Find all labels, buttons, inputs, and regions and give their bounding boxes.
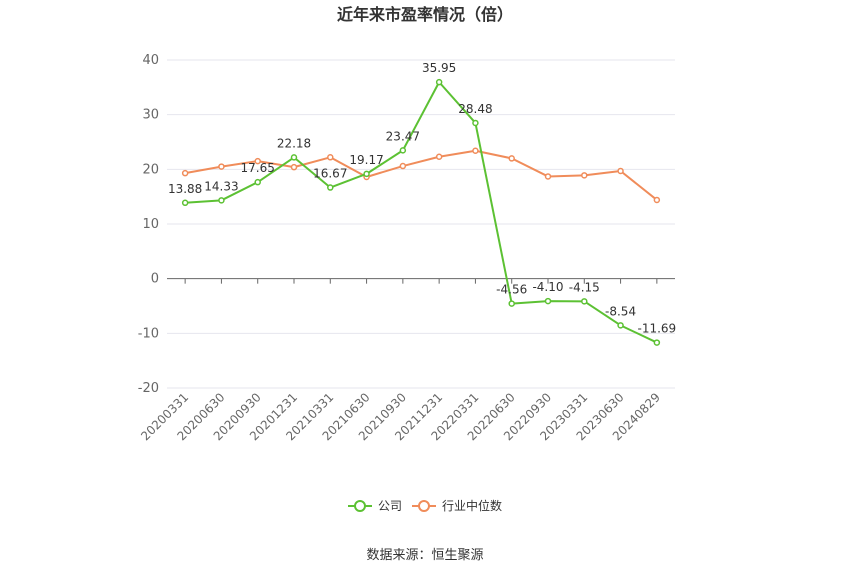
y-tick-label: -10	[138, 326, 159, 341]
data-point[interactable]	[617, 322, 624, 329]
data-point[interactable]	[544, 173, 552, 180]
data-label: -8.54	[605, 304, 636, 318]
data-point[interactable]	[327, 184, 334, 191]
data-point[interactable]	[254, 178, 261, 186]
y-tick-label: -20	[138, 381, 159, 396]
series-line-0	[185, 81, 658, 344]
data-point[interactable]	[435, 153, 443, 161]
data-label: 14.33	[204, 179, 238, 193]
y-tick-label: 10	[142, 217, 159, 232]
data-point[interactable]	[327, 154, 334, 161]
grid-lines	[167, 59, 675, 389]
data-label: 28.48	[458, 102, 492, 116]
y-tick-label: 0	[151, 272, 159, 287]
y-tick-label: 40	[142, 53, 159, 68]
legend-swatch-marker	[354, 500, 366, 512]
data-label: 13.88	[168, 182, 202, 196]
data-label: 22.18	[277, 136, 311, 150]
data-point[interactable]	[254, 157, 261, 165]
y-axis: 40 30 20 10 0 -10 -20	[138, 53, 159, 396]
chart-title: 近年来市盈率情况（倍）	[337, 5, 513, 24]
data-label: 17.65	[241, 161, 275, 175]
data-point[interactable]	[218, 163, 225, 170]
data-point[interactable]	[218, 197, 225, 204]
source-note: 数据来源：恒生聚源	[366, 548, 483, 563]
data-point[interactable]	[290, 163, 298, 171]
data-point[interactable]	[290, 154, 298, 161]
data-point[interactable]	[399, 147, 407, 154]
series-lines	[181, 78, 661, 346]
data-point[interactable]	[472, 147, 479, 154]
legend-swatch-marker	[418, 500, 430, 512]
data-point[interactable]	[617, 167, 624, 175]
series-line-1	[184, 149, 658, 201]
data-point[interactable]	[581, 298, 588, 305]
data-label: 23.47	[386, 129, 420, 143]
data-point[interactable]	[472, 119, 479, 127]
y-tick-label: 20	[142, 162, 159, 177]
data-point[interactable]	[653, 339, 661, 346]
data-point[interactable]	[508, 155, 515, 162]
data-label: 16.67	[313, 167, 347, 181]
data-point[interactable]	[435, 78, 443, 86]
data-point[interactable]	[508, 300, 515, 307]
data-label: -4.10	[532, 280, 563, 294]
data-point[interactable]	[181, 169, 189, 177]
data-point[interactable]	[653, 196, 661, 204]
data-point[interactable]	[544, 297, 552, 305]
data-point[interactable]	[581, 172, 588, 179]
legend-label: 行业中位数	[442, 498, 502, 513]
data-label: 35.95	[422, 61, 456, 75]
legend[interactable]: 公司 行业中位数	[348, 498, 502, 513]
data-point[interactable]	[363, 170, 370, 178]
x-axis: 2020033120200630202009302020123120210331…	[138, 278, 675, 443]
legend-item-0[interactable]: 公司	[348, 499, 402, 513]
legend-item-1[interactable]: 行业中位数	[412, 498, 502, 513]
data-label: 19.17	[349, 153, 383, 167]
data-label: -11.69	[638, 322, 677, 336]
y-tick-label: 30	[142, 108, 159, 123]
data-label: -4.56	[496, 283, 527, 297]
data-point[interactable]	[399, 162, 407, 170]
legend-label: 公司	[378, 499, 402, 513]
data-point[interactable]	[181, 199, 189, 207]
data-label: -4.15	[569, 280, 600, 294]
